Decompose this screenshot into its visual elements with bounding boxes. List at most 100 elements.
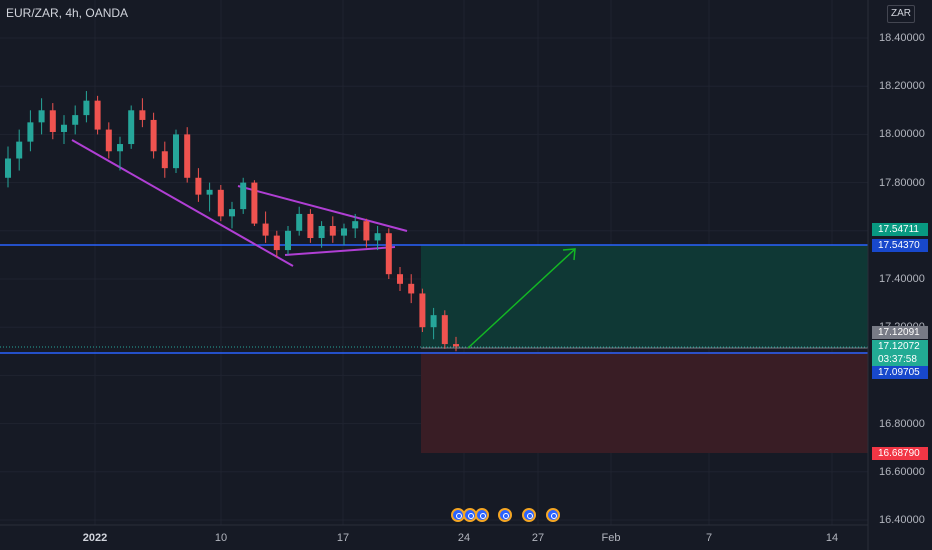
candle-body: [117, 144, 123, 152]
candle-body: [206, 189, 213, 195]
candle-body: [397, 274, 403, 284]
time-tick-label: 2022: [82, 532, 108, 544]
candle: [206, 182, 213, 212]
candle: [161, 141, 168, 178]
candle: [441, 310, 448, 349]
candle: [273, 230, 280, 258]
time-tick-label: 14: [825, 532, 839, 544]
triangle-upper[interactable]: [237, 185, 408, 232]
candle-body: [262, 223, 269, 236]
candle: [408, 274, 415, 304]
candle-body: [217, 189, 224, 217]
price-tick-label: 18.40000: [879, 32, 925, 44]
economic-event-icon[interactable]: [475, 508, 489, 522]
candle: [374, 225, 381, 251]
candle-body: [285, 230, 291, 251]
candle: [5, 146, 11, 188]
support-price-label: 17.09705: [872, 366, 928, 379]
candle: [251, 180, 258, 226]
economic-event-icon[interactable]: [546, 508, 560, 522]
candle: [38, 98, 45, 135]
stop-price-label: 16.68790: [872, 447, 928, 460]
candle: [296, 206, 303, 236]
candle-body: [5, 158, 11, 178]
candle-body: [363, 221, 370, 241]
economic-event-icon[interactable]: [463, 508, 477, 522]
candle: [307, 209, 314, 243]
candle-body: [229, 209, 235, 217]
triangle-lower[interactable]: [284, 246, 396, 256]
candle-body: [83, 100, 90, 116]
candle-body: [453, 344, 459, 347]
economic-event-icon[interactable]: [498, 508, 512, 522]
candle-body: [49, 110, 56, 132]
price-tick-label: 18.00000: [879, 128, 925, 141]
candle-body: [94, 100, 101, 130]
time-tick-label: 24: [457, 532, 471, 544]
candle-body: [329, 225, 336, 236]
candle: [419, 288, 426, 333]
last-close-label: 17.12091: [872, 326, 928, 339]
candle: [229, 201, 235, 229]
candle-body: [352, 221, 359, 229]
profit-zone[interactable]: [421, 245, 868, 348]
candle: [397, 266, 403, 292]
price-tick-label: 16.60000: [879, 465, 925, 478]
candle-body: [240, 182, 247, 210]
candle: [61, 115, 67, 145]
time-tick-label: 10: [214, 532, 228, 544]
candle-body: [161, 151, 168, 169]
projection-arrow[interactable]: [467, 248, 576, 349]
candle: [139, 98, 146, 128]
candle: [72, 105, 79, 135]
candle: [363, 218, 370, 248]
candle-body: [173, 134, 179, 169]
candle-body: [341, 228, 347, 236]
currency-label[interactable]: ZAR: [887, 5, 915, 23]
time-tick-label: 27: [531, 532, 545, 544]
price-tick-label: 16.40000: [879, 514, 925, 526]
candle: [27, 110, 34, 152]
economic-event-icon[interactable]: [522, 508, 536, 522]
candle: [150, 112, 157, 159]
candle: [285, 225, 291, 255]
candlestick-series: [5, 91, 459, 352]
candle: [217, 185, 224, 222]
candle-body: [38, 110, 45, 123]
candle-body: [184, 134, 191, 178]
time-tick-label: 17: [336, 532, 350, 544]
candle: [16, 129, 23, 171]
price-tick-label: 18.20000: [879, 80, 925, 93]
candle: [430, 307, 437, 340]
candle: [195, 168, 202, 202]
candle-body: [27, 122, 34, 142]
trendline-lower[interactable]: [71, 139, 294, 267]
candle-body: [105, 129, 112, 152]
candle: [341, 223, 347, 246]
candle-body: [441, 315, 448, 345]
candle: [49, 103, 56, 140]
candle-body: [195, 177, 202, 195]
symbol-title[interactable]: EUR/ZAR, 4h, OANDA: [6, 6, 129, 20]
candle: [105, 122, 112, 159]
candle-body: [61, 124, 67, 132]
candle: [385, 228, 392, 279]
resistance-price-label: 17.54370: [872, 239, 928, 252]
candle-body: [139, 110, 146, 120]
candle-body: [307, 213, 314, 239]
price-tick-label: 17.80000: [879, 176, 925, 189]
candle: [318, 221, 325, 248]
price-tick-label: 17.40000: [879, 273, 925, 285]
candle-body: [419, 293, 426, 328]
candle: [262, 211, 269, 243]
current-price-label: 17.12072: [872, 340, 928, 353]
candle-body: [296, 213, 303, 231]
candle-body: [128, 110, 135, 145]
loss-zone[interactable]: [421, 352, 868, 453]
candle-body: [273, 235, 280, 251]
price-tick-label: 16.80000: [879, 417, 925, 430]
candle: [329, 216, 336, 243]
candle: [117, 136, 123, 171]
candle: [173, 129, 179, 173]
